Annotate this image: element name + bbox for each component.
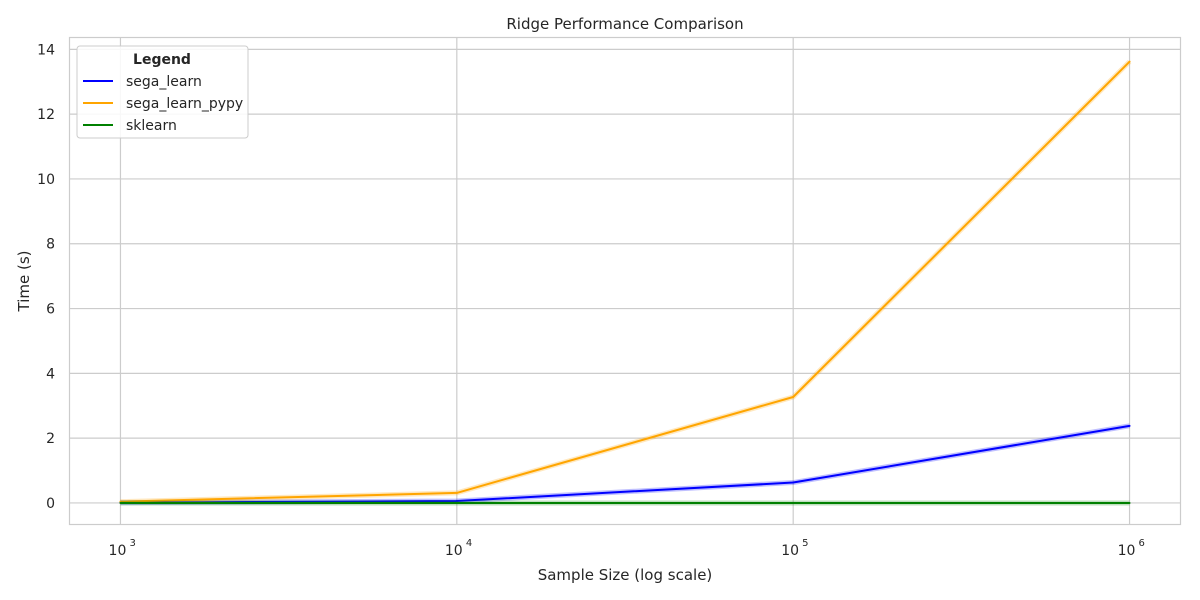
y-tick-label: 4 (46, 366, 55, 382)
data-point-sklearn (119, 501, 122, 504)
data-point-sega_learn_pypy (792, 395, 795, 398)
x-tick-label: 10 (109, 543, 127, 559)
data-point-sega_learn_pypy (455, 491, 458, 494)
y-tick-label: 8 (46, 237, 55, 253)
legend-box (76, 45, 249, 139)
x-tick-label: 10 (445, 543, 463, 559)
y-tick-label: 14 (37, 42, 55, 58)
series-lines (119, 59, 1132, 506)
plot-frame (68, 36, 1182, 526)
x-tick-label: 10 (781, 543, 799, 559)
data-point-sklearn (1128, 501, 1131, 504)
x-tick-exponent: 4 (466, 538, 472, 549)
y-tick-label: 0 (46, 496, 55, 512)
data-point-sega_learn_pypy (1128, 60, 1131, 63)
x-tick-exponent: 3 (129, 538, 135, 549)
y-tick-label: 2 (46, 431, 55, 447)
y-tick-label: 10 (37, 172, 55, 188)
legend-title: Legend (133, 52, 191, 68)
data-point-sklearn (792, 501, 795, 504)
y-axis-ticks: 0 2 4 6 8 10 12 14 (37, 42, 55, 512)
x-tick-label: 10 (1118, 543, 1136, 559)
data-point-sega_learn (1128, 424, 1131, 427)
x-tick-exponent: 6 (1139, 538, 1145, 549)
legend-label-sega_learn_pypy: sega_learn_pypy (126, 96, 243, 112)
legend-label-sklearn: sklearn (126, 118, 177, 134)
y-tick-label: 6 (46, 302, 55, 318)
data-point-sklearn (455, 501, 458, 504)
y-axis-label: Time (s) (15, 251, 33, 313)
grid-layer (70, 38, 1180, 524)
legend-label-sega_learn: sega_learn (126, 74, 202, 90)
series-band-sega_learn_pypy (120, 59, 1132, 505)
x-tick-exponent: 5 (802, 538, 808, 549)
data-point-sega_learn (792, 481, 795, 484)
data-point-sega_learn (455, 499, 458, 502)
series-line-sega_learn_pypy (120, 60, 1131, 503)
chart-title: Ridge Performance Comparison (506, 15, 743, 33)
x-axis-label: Sample Size (log scale) (538, 566, 713, 584)
series-line-sega_learn (120, 424, 1130, 504)
y-tick-label: 12 (37, 107, 55, 123)
x-axis-ticks: 10 3 10 4 10 5 10 6 (109, 538, 1145, 559)
